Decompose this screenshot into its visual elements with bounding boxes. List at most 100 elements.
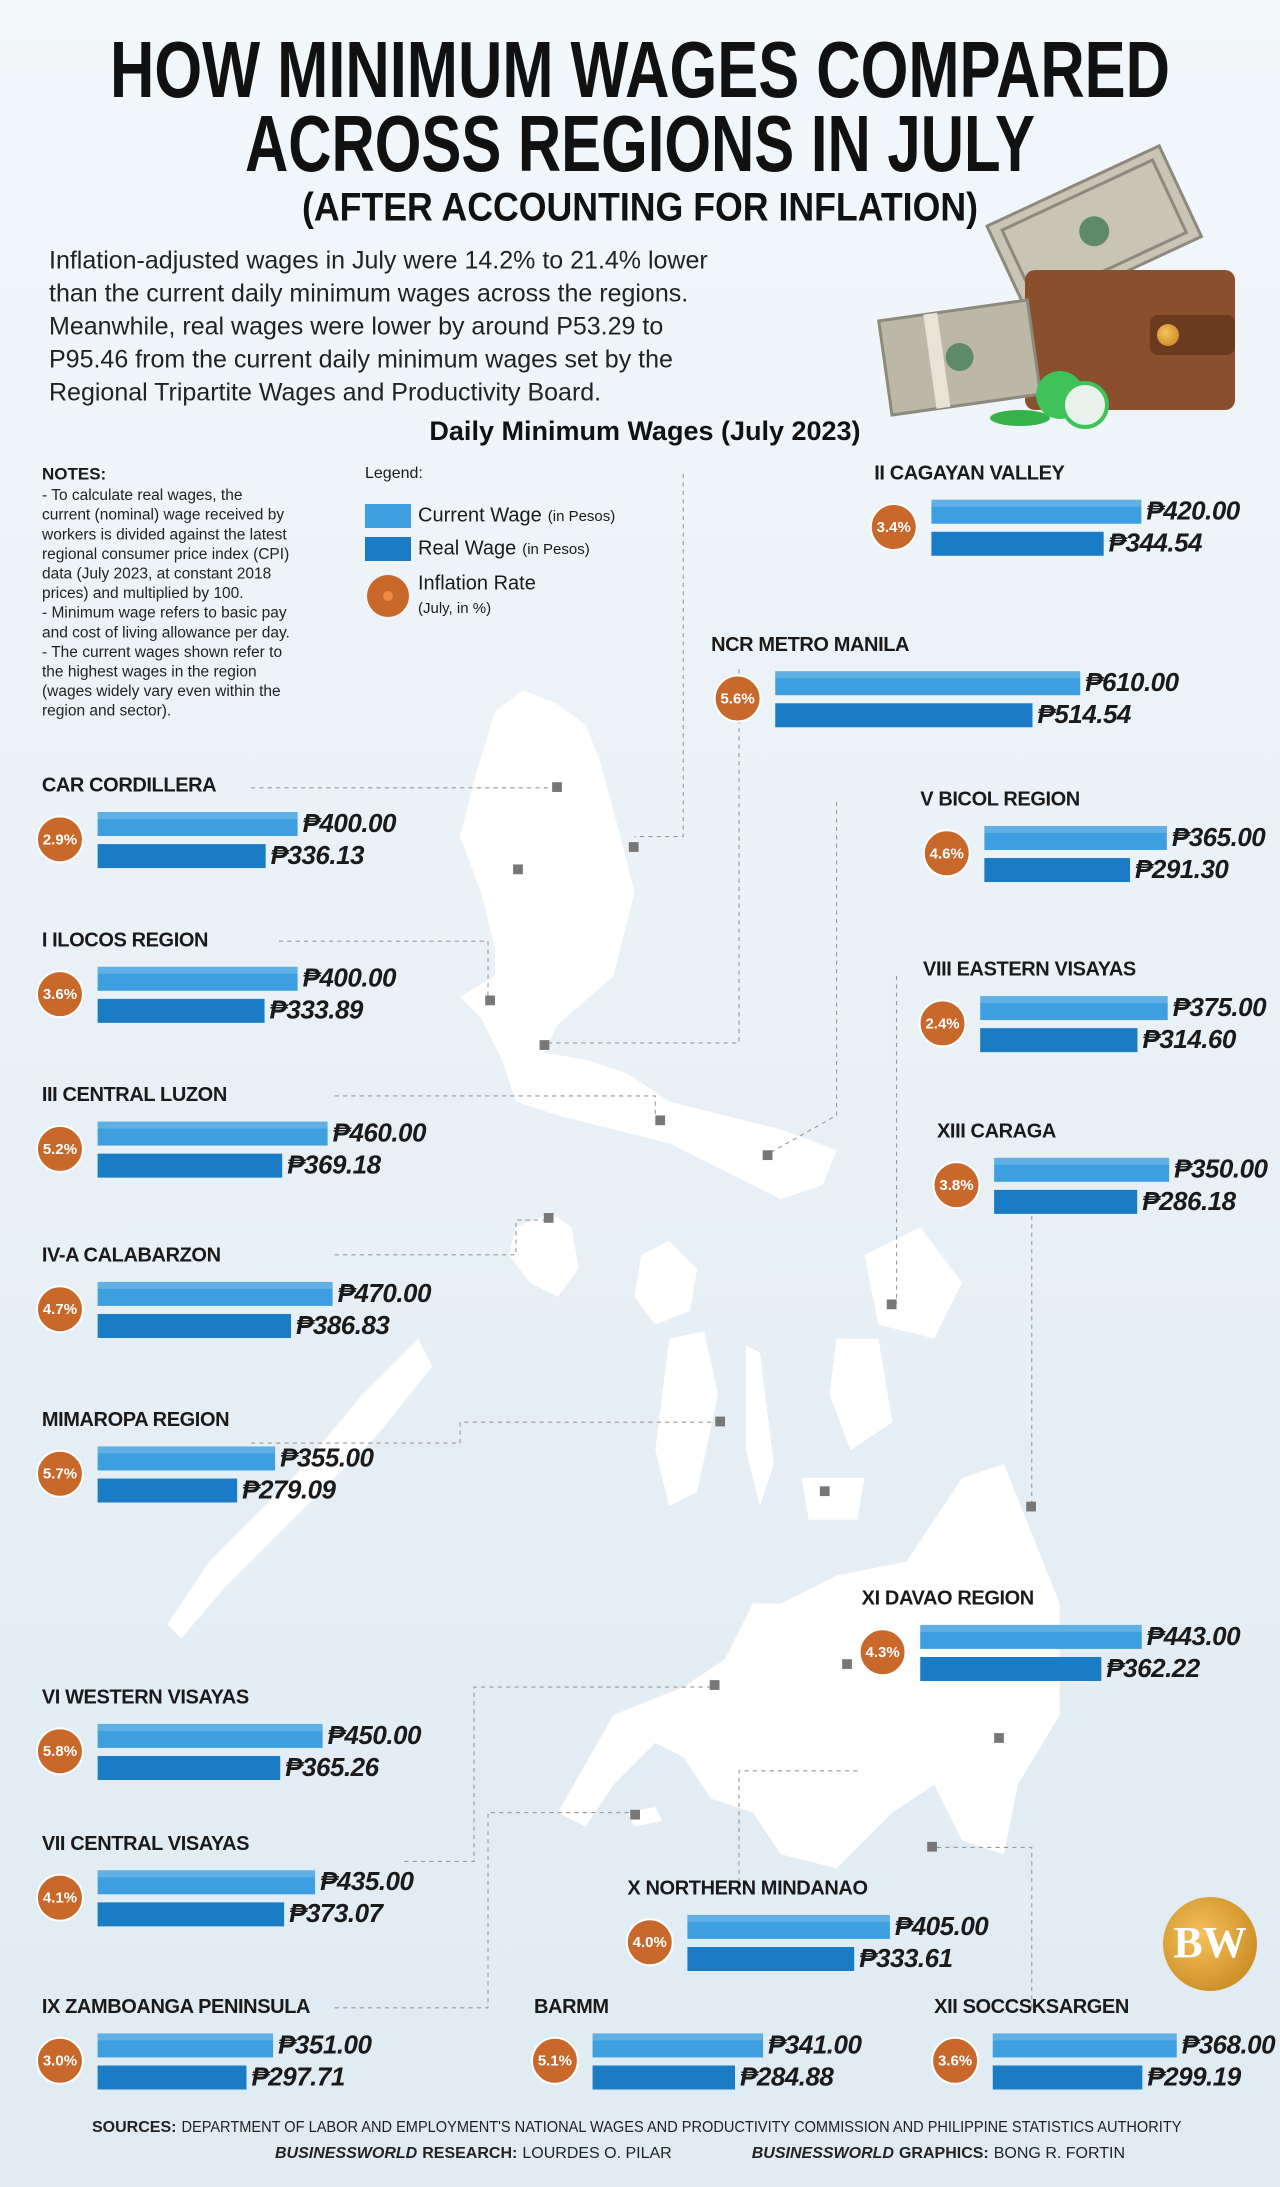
value-label: ₱610.00 <box>1085 667 1179 697</box>
inflation-circle <box>931 2036 980 2085</box>
value-label: ₱450.00 <box>328 1720 422 1750</box>
real-wage-bar <box>97 2065 247 2090</box>
note-line: regional consumer price index (CPI) <box>42 546 289 563</box>
value-label: ₱373.07 <box>289 1898 384 1928</box>
current-wage-bar <box>994 1157 1170 1182</box>
value-label: ₱460.00 <box>333 1117 427 1147</box>
intro-line: Inflation-adjusted wages in July were 14… <box>49 247 708 275</box>
current-wage-bar <box>992 2033 1177 2058</box>
credit-role: RESEARCH: <box>422 2145 517 2162</box>
inflation-label: 4.7% <box>43 1301 77 1318</box>
inflation-label: 3.6% <box>43 986 77 1003</box>
inflation-label: 4.1% <box>43 1890 77 1907</box>
region-label: IX ZAMBOANGA PENINSULA <box>42 1996 310 2018</box>
region-label: BARMM <box>534 1996 609 2018</box>
bar-highlight <box>97 1446 276 1454</box>
region-label: I ILOCOS REGION <box>42 929 208 951</box>
value-label: ₱368.00 <box>1182 2029 1276 2059</box>
inflation-label: 2.9% <box>43 831 77 848</box>
legend-swatch <box>383 591 393 601</box>
inflation-circle <box>35 815 84 864</box>
region-label: VII CENTRAL VISAYAS <box>42 1833 249 1855</box>
bar-highlight <box>775 671 1081 679</box>
current-wage-bar <box>97 2033 274 2058</box>
value-label: ₱336.13 <box>271 840 365 870</box>
inflation-label: 2.4% <box>925 1015 959 1032</box>
inflation-circle <box>35 1727 84 1776</box>
legend-unit: (July, in %) <box>418 600 491 617</box>
inflation-label: 5.6% <box>720 691 754 708</box>
bar-highlight <box>984 825 1167 833</box>
intro-line: Meanwhile, real wages were lower by arou… <box>49 313 663 341</box>
note-line: workers is divided against the latest <box>41 526 287 543</box>
current-wage-bar <box>984 825 1167 850</box>
value-label: ₱341.00 <box>768 2029 862 2059</box>
real-wage-bar <box>97 1153 283 1178</box>
current-wage-bar <box>97 812 298 837</box>
inflation-circle <box>625 1918 674 1967</box>
logo: BW <box>1163 1897 1257 1991</box>
inflation-circle <box>918 999 967 1048</box>
real-wage-bar <box>992 2065 1143 2090</box>
value-label: ₱344.54 <box>1109 528 1203 558</box>
value-label: ₱284.88 <box>740 2061 834 2091</box>
inflation-label: 5.1% <box>538 2053 572 2070</box>
legend-label: Inflation Rate <box>418 572 536 594</box>
bar-highlight <box>994 1157 1170 1165</box>
value-label: ₱333.89 <box>270 995 364 1025</box>
region-label: CAR CORDILLERA <box>42 775 216 797</box>
region-label: NCR METRO MANILA <box>711 634 909 656</box>
value-label: ₱314.60 <box>1142 1024 1236 1054</box>
real-wage-bar <box>97 844 266 869</box>
legend-unit: (in Pesos) <box>548 508 616 525</box>
inflation-label: 4.6% <box>930 845 964 862</box>
inflation-label: 4.3% <box>865 1644 899 1661</box>
intro-line: Regional Tripartite Wages and Productivi… <box>49 379 601 407</box>
current-wage-bar <box>97 966 298 991</box>
bar-highlight <box>97 1870 316 1878</box>
current-wage-bar <box>97 1121 328 1146</box>
region-label: IV-A CALABARZON <box>42 1245 221 1267</box>
bar-highlight <box>97 812 298 820</box>
chart-title: Daily Minimum Wages (July 2023) <box>429 416 860 446</box>
note-line: region and sector). <box>42 703 171 720</box>
value-label: ₱351.00 <box>278 2029 372 2059</box>
inflation-label: 3.4% <box>877 519 911 536</box>
credit-org: BUSINESSWORLD <box>752 2145 895 2162</box>
current-wage-bar <box>97 1870 316 1895</box>
inflation-circle <box>35 1873 84 1922</box>
intro-line: than the current daily minimum wages acr… <box>49 280 688 308</box>
current-wage-bar <box>920 1624 1142 1649</box>
note-line: - Minimum wage refers to basic pay <box>42 605 287 622</box>
bar-highlight <box>97 2033 274 2041</box>
note-line: - To calculate real wages, the <box>42 487 242 504</box>
region-label: VI WESTERN VISAYAS <box>42 1687 249 1709</box>
inflation-circle <box>35 970 84 1019</box>
inflation-label: 4.0% <box>633 1934 667 1951</box>
real-wage-bar <box>920 1656 1102 1681</box>
real-wage-bar <box>931 531 1104 556</box>
value-label: ₱355.00 <box>280 1442 374 1472</box>
value-label: ₱291.30 <box>1135 854 1229 884</box>
credit-role: GRAPHICS: <box>899 2145 989 2162</box>
real-wage-bar <box>97 1755 281 1780</box>
bar-highlight <box>920 1624 1142 1632</box>
inflation-label: 5.7% <box>43 1466 77 1483</box>
legend-swatch <box>365 537 411 561</box>
legend-label: Current Wage <box>418 504 542 526</box>
note-line: and cost of living allowance per day. <box>42 624 290 641</box>
inflation-label: 5.2% <box>43 1141 77 1158</box>
inflation-circle <box>530 2036 579 2085</box>
current-wage-bar <box>687 1914 890 1939</box>
region-label: MIMAROPA REGION <box>42 1409 229 1431</box>
value-label: ₱514.54 <box>1038 699 1132 729</box>
bar-highlight <box>687 1914 890 1922</box>
value-label: ₱299.19 <box>1147 2061 1241 2091</box>
bar-highlight <box>592 2033 764 2041</box>
notes-heading: NOTES: <box>42 464 106 483</box>
real-wage-bar <box>592 2065 736 2090</box>
note-line: (wages widely vary even within the <box>42 683 281 700</box>
current-wage-bar <box>592 2033 764 2058</box>
value-label: ₱286.18 <box>1142 1186 1236 1216</box>
value-label: ₱365.26 <box>285 1752 379 1782</box>
